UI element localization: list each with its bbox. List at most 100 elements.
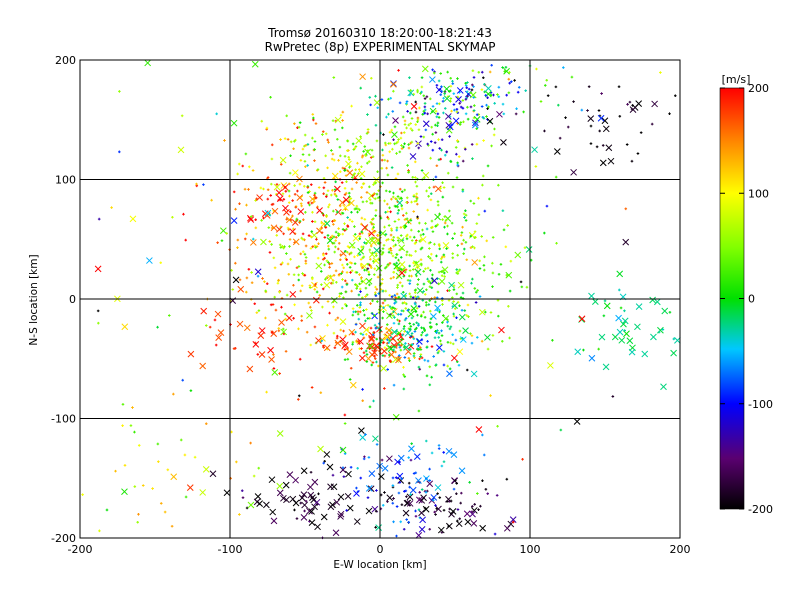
scatter-point [570, 75, 574, 79]
scatter-point [468, 481, 471, 484]
scatter-point [414, 195, 418, 199]
scatter-point-cross [339, 336, 347, 343]
scatter-point-cross [661, 307, 669, 315]
scatter-point [297, 394, 301, 398]
y-tick-label: 100 [55, 174, 76, 187]
scatter-point [387, 97, 390, 101]
scatter-point [303, 273, 307, 277]
scatter-point-cross [469, 510, 476, 518]
scatter-point [446, 340, 450, 344]
scatter-point [412, 352, 416, 355]
scatter-point-cross [547, 362, 554, 369]
scatter-point [266, 176, 270, 179]
scatter-point [245, 203, 248, 207]
scatter-point [384, 233, 388, 236]
scatter-point [392, 497, 395, 500]
scatter-point-cross [448, 281, 455, 289]
scatter-point [417, 409, 421, 413]
scatter-point [371, 299, 374, 303]
scatter-point [333, 250, 336, 254]
scatter-point [262, 187, 265, 191]
scatter-point [334, 245, 337, 249]
scatter-point-cross [385, 344, 393, 352]
scatter-point-cross [339, 446, 347, 454]
scatter-point [365, 353, 369, 356]
scatter-point [275, 183, 279, 186]
scatter-point [284, 317, 287, 321]
scatter-point [348, 378, 352, 381]
scatter-point [507, 91, 511, 95]
scatter-point [324, 277, 327, 281]
scatter-point-cross [202, 465, 210, 473]
scatter-point [442, 96, 445, 100]
scatter-point [336, 198, 340, 201]
scatter-point-cross [406, 500, 414, 507]
scatter-point [426, 208, 429, 212]
scatter-point [475, 142, 479, 146]
scatter-point [408, 235, 412, 239]
scatter-point [461, 99, 465, 102]
scatter-point [534, 165, 538, 168]
scatter-point [381, 278, 384, 281]
scatter-point [358, 273, 361, 276]
scatter-point [370, 236, 374, 240]
scatter-point [507, 77, 511, 81]
scatter-point [403, 318, 407, 322]
scatter-point [326, 138, 330, 142]
scatter-point [443, 275, 446, 278]
scatter-point [412, 261, 415, 265]
scatter-point [282, 332, 286, 336]
scatter-point [322, 213, 325, 217]
scatter-point [413, 291, 417, 294]
scatter-point [402, 225, 405, 228]
scatter-point [369, 201, 372, 205]
scatter-point [409, 254, 413, 257]
scatter-point [419, 262, 423, 266]
scatter-point [283, 137, 287, 140]
scatter-point [485, 239, 489, 243]
scatter-point [293, 508, 296, 512]
scatter-point [361, 200, 365, 204]
scatter-point [121, 403, 125, 406]
scatter-point [390, 229, 394, 232]
scatter-point-cross [187, 350, 195, 358]
scatter-point [508, 336, 511, 340]
scatter-point [430, 259, 434, 262]
scatter-point-cross [373, 99, 381, 106]
scatter-point [412, 323, 416, 326]
scatter-point [333, 188, 337, 191]
scatter-point [304, 262, 308, 265]
scatter-point [417, 508, 421, 511]
scatter-point [501, 209, 505, 212]
scatter-point-cross [337, 493, 345, 501]
scatter-point [343, 302, 347, 306]
scatter-point-cross [300, 491, 308, 498]
scatter-point [392, 310, 395, 314]
scatter-point [343, 358, 347, 362]
scatter-point [405, 102, 408, 105]
scatter-point [398, 150, 402, 154]
scatter-point [461, 106, 465, 110]
scatter-point [451, 342, 455, 346]
scatter-point [423, 105, 427, 109]
scatter-point-cross [292, 499, 300, 507]
scatter-point [367, 160, 371, 163]
scatter-point [505, 273, 509, 277]
scatter-point [309, 343, 313, 347]
scatter-point [482, 116, 486, 120]
scatter-point [555, 241, 558, 245]
scatter-point [435, 331, 438, 334]
scatter-point [457, 363, 461, 367]
scatter-point [399, 348, 403, 352]
scatter-point [294, 205, 298, 209]
scatter-point-cross [338, 199, 346, 206]
scatter-point-cross [431, 277, 438, 285]
scatter-point [151, 487, 154, 490]
scatter-point [282, 232, 285, 236]
scatter-point [639, 131, 643, 134]
scatter-point [360, 165, 363, 169]
scatter-point [407, 456, 410, 459]
scatter-point [300, 314, 303, 318]
scatter-point [410, 117, 414, 120]
scatter-point [345, 271, 349, 274]
